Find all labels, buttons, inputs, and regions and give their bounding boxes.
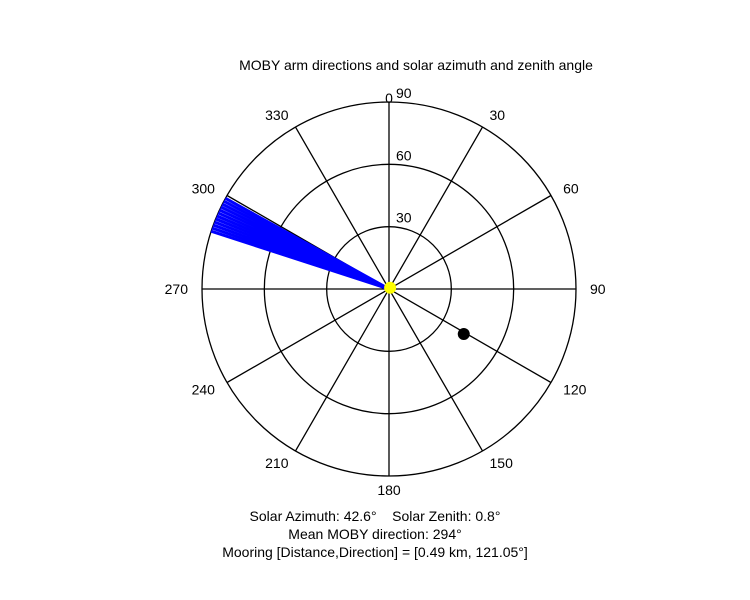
ring-30: [326, 226, 452, 352]
mooring-marker: [457, 328, 470, 341]
chart-title: MOBY arm directions and solar azimuth an…: [239, 57, 593, 73]
solar-zenith-caption: Solar Zenith: 0.8°: [392, 508, 501, 524]
angle-tick-label-30: 30: [490, 107, 506, 123]
angle-tick-label-0: 0: [385, 90, 393, 106]
arm-direction-line: [224, 197, 390, 291]
angle-tick-label-330: 330: [265, 107, 289, 123]
angle-tick-label-150: 150: [490, 455, 514, 471]
angle-tick-label-210: 210: [265, 455, 289, 471]
mean-moby-direction-caption: Mean MOBY direction: 294°: [288, 526, 462, 542]
mooring-caption: Mooring [Distance,Direction] = [0.49 km,…: [222, 544, 528, 560]
angle-tick-label-120: 120: [563, 382, 587, 398]
markers: [384, 281, 470, 341]
sun-marker: [384, 281, 397, 294]
angle-tick-label-90: 90: [590, 281, 606, 297]
ring-90: [201, 101, 577, 477]
caption-solar: Solar Azimuth: 42.6° Solar Zenith: 0.8°: [0, 508, 750, 524]
angle-tick-label-240: 240: [192, 382, 216, 398]
tick-labels: 0 30 60 90 120 150 180 210 240 270 300 330 30 60 90: [165, 85, 606, 498]
radial-tick-label-30: 30: [396, 210, 412, 226]
radial-tick-label-90: 90: [396, 85, 412, 101]
angle-tick-label-300: 300: [192, 181, 216, 197]
angle-tick-label-270: 270: [165, 281, 189, 297]
moby-arm-directions: [210, 197, 390, 291]
angle-tick-label-180: 180: [377, 482, 401, 498]
solar-azimuth-caption: Solar Azimuth: 42.6°: [249, 508, 377, 524]
ring-60: [263, 163, 515, 415]
angle-tick-label-60: 60: [563, 181, 579, 197]
radial-tick-label-60: 60: [396, 147, 412, 163]
